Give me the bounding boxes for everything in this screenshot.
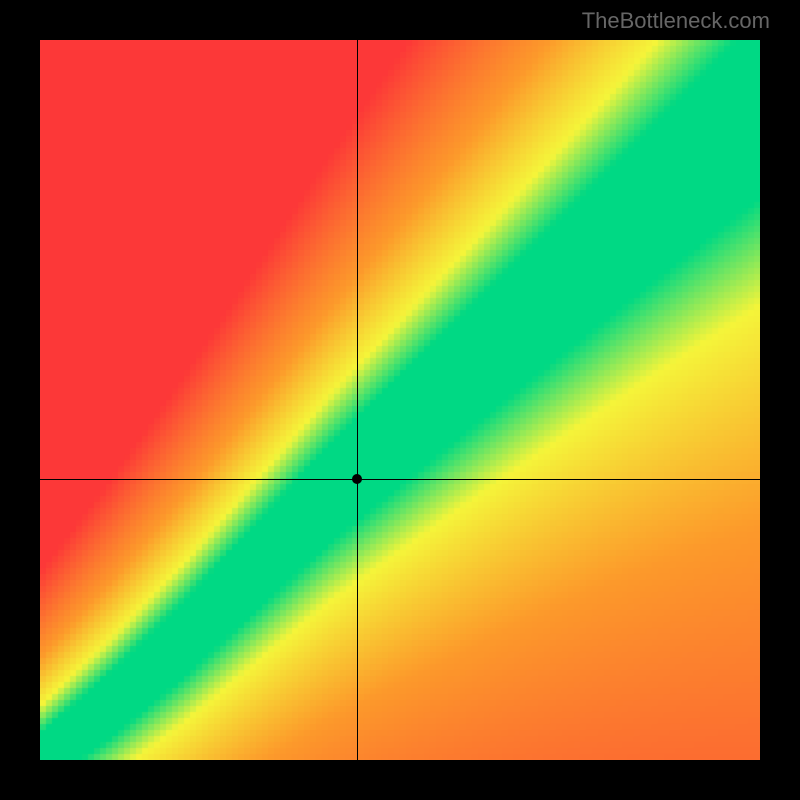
selection-marker	[352, 474, 362, 484]
watermark-text: TheBottleneck.com	[582, 8, 770, 34]
crosshair-vertical	[357, 40, 358, 760]
crosshair-horizontal	[40, 479, 760, 480]
bottleneck-heatmap	[40, 40, 760, 760]
heatmap-canvas	[40, 40, 760, 760]
